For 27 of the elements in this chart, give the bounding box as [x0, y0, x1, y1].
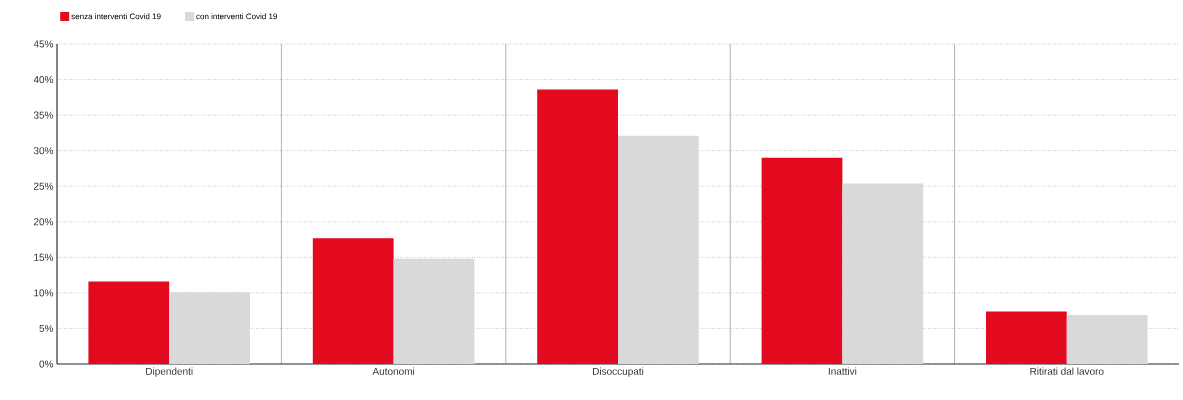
bar: [88, 281, 170, 364]
x-tick-label: Autonomi: [372, 367, 415, 375]
y-tick-label: 25%: [33, 182, 54, 190]
bar: [537, 89, 618, 364]
bar: [618, 135, 699, 364]
y-tick-label: 40%: [33, 76, 54, 84]
bar: [393, 258, 475, 364]
x-tick-label: Inattivi: [828, 367, 857, 375]
x-tick-label: Disoccupati: [592, 367, 644, 377]
y-tick-label: 5%: [39, 324, 54, 332]
y-tick-label: 10%: [34, 289, 54, 297]
bar: [312, 238, 394, 364]
y-tick-label: 20%: [33, 218, 54, 226]
legend-label: con interventi Covid 19: [196, 13, 277, 20]
y-tick-label: 30%: [33, 147, 54, 155]
y-tick-label: 45%: [33, 40, 54, 48]
y-tick-label: 0%: [39, 360, 54, 368]
bar: [1066, 314, 1148, 364]
bar: [986, 311, 1067, 364]
legend-label: senza interventi Covid 19: [71, 13, 161, 20]
x-tick-label: Ritirati dal lavoro: [1030, 367, 1104, 375]
y-tick-label: 15%: [34, 253, 54, 261]
bar: [761, 157, 843, 364]
y-tick-label: 35%: [33, 111, 54, 119]
bar: [842, 183, 924, 364]
x-tick-label: Dipendenti: [146, 367, 193, 377]
bar: [169, 292, 250, 364]
